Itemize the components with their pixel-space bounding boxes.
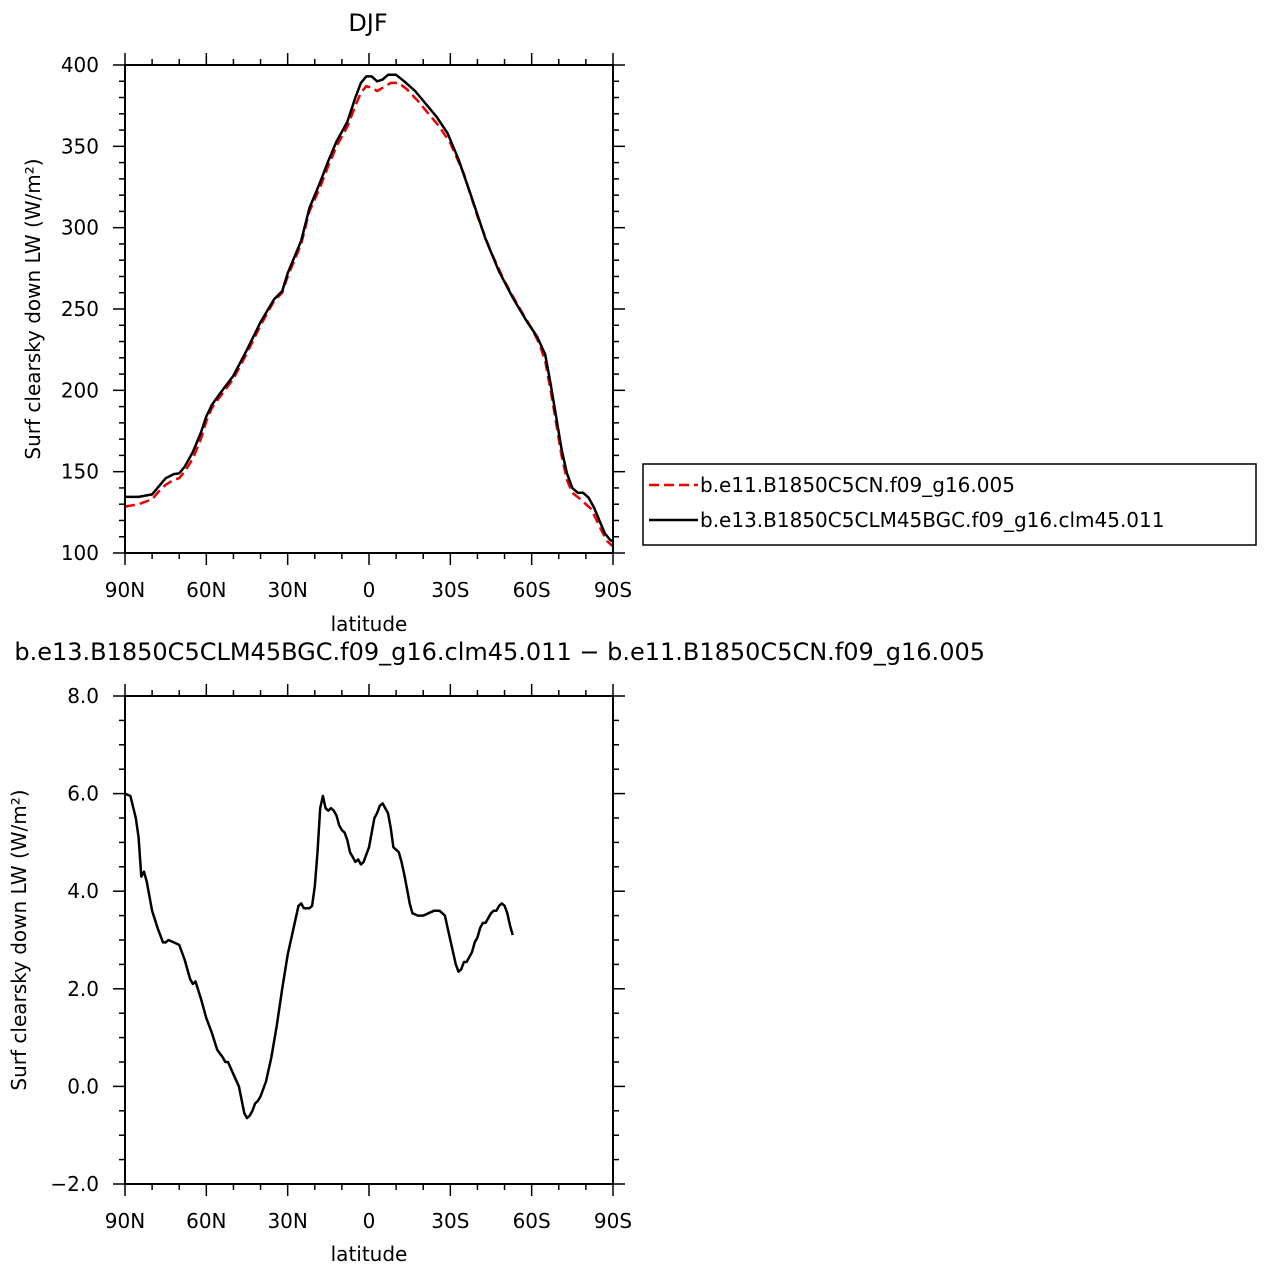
top-chart-legend: b.e11.B1850C5CN.f09_g16.005 b.e13.B1850C… (642, 463, 1257, 546)
top-series-layer (124, 73, 614, 548)
bottom-series-layer (124, 792, 514, 1120)
top-y-tick-label: 150 (61, 460, 99, 484)
top-y-tick-label: 300 (61, 216, 99, 240)
top-x-tick-label: 30S (431, 578, 469, 602)
bottom-y-tick-label: 6.0 (67, 782, 99, 806)
top-x-tick-label: 90N (105, 578, 145, 602)
bottom-x-tick-label: 30S (431, 1209, 469, 1233)
legend-label-series-2: b.e13.B1850C5CLM45BGC.f09_g16.clm45.011 (700, 508, 1164, 532)
top-tick-marks (113, 53, 625, 565)
top-x-tick-label: 0 (363, 578, 376, 602)
bottom-y-tick-label: 2.0 (67, 977, 99, 1001)
top-y-tick-label: 350 (61, 134, 99, 158)
top-y-tick-label: 400 (61, 53, 99, 77)
bottom-x-tick-label: 30N (267, 1209, 307, 1233)
bottom-y-tick-label: −2.0 (50, 1172, 99, 1196)
bottom-y-tick-label: 4.0 (67, 879, 99, 903)
bottom-chart: b.e13.B1850C5CLM45BGC.f09_g16.clm45.011 … (7, 638, 985, 1266)
top-x-tick-label: 30N (267, 578, 307, 602)
bottom-x-tick-label: 60N (186, 1209, 226, 1233)
top-x-tick-label: 60S (513, 578, 551, 602)
top-tick-labels: 90N 60N 30N 0 30S 60S 90S 100 150 200 250 300 350 400 (61, 53, 632, 602)
bottom-tick-labels: 90N 60N 30N 0 30S 60S 90S −2.0 0.0 2.0 4.0 6.0 8.0 (50, 684, 632, 1233)
top-x-tick-label: 90S (594, 578, 632, 602)
top-y-axis-label: Surf clearsky down LW (W/m²) (21, 158, 45, 459)
top-y-tick-label: 200 (61, 378, 99, 402)
bottom-x-tick-label: 90S (594, 1209, 632, 1233)
top-series-line-2 (125, 73, 614, 543)
bottom-x-tick-label: 90N (105, 1209, 145, 1233)
bottom-series-line-1 (124, 792, 514, 1120)
legend-box (642, 463, 1257, 546)
bottom-x-tick-label: 60S (513, 1209, 551, 1233)
bottom-chart-title: b.e13.B1850C5CLM45BGC.f09_g16.clm45.011 … (14, 638, 985, 666)
legend-label-series-1: b.e11.B1850C5CN.f09_g16.005 (700, 473, 1015, 497)
top-x-tick-label: 60N (186, 578, 226, 602)
top-y-tick-label: 250 (61, 297, 99, 321)
top-y-tick-label: 100 (61, 541, 99, 565)
bottom-y-axis-label: Surf clearsky down LW (W/m²) (7, 789, 31, 1090)
top-x-axis-label: latitude (331, 612, 408, 636)
bottom-tick-marks (113, 684, 625, 1196)
top-chart-title: DJF (348, 9, 387, 37)
bottom-y-tick-label: 8.0 (67, 684, 99, 708)
bottom-x-axis-label: latitude (331, 1242, 408, 1266)
bottom-y-tick-label: 0.0 (67, 1074, 99, 1098)
top-chart: DJF 90N 60N 30N 0 30S 60S 90S 100 150 200 250 300 35… (21, 9, 1257, 636)
bottom-x-tick-label: 0 (363, 1209, 376, 1233)
